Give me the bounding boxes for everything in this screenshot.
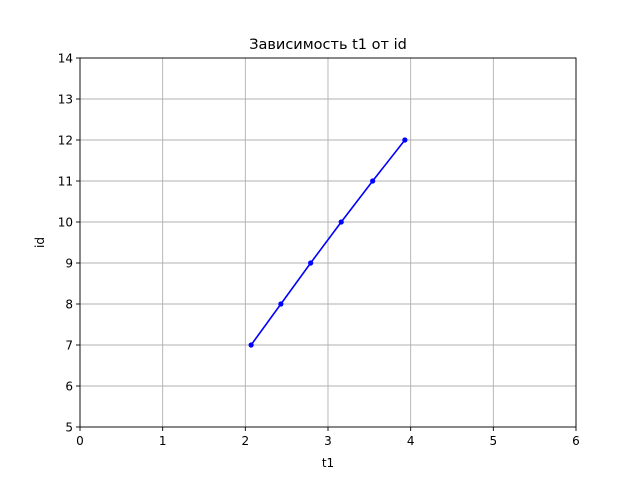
x-axis-label: t1 [322,456,334,470]
x-tick-label: 1 [159,434,167,448]
chart-title: Зависимость t1 от id [249,37,407,53]
data-point [308,260,314,266]
series-line [250,139,406,346]
y-tick-label: 6 [65,379,73,393]
x-tick-label: 4 [407,434,415,448]
data-point [278,301,284,307]
y-tick-label: 5 [65,420,73,434]
x-tick-label: 6 [572,434,580,448]
x-tick-label: 0 [76,434,84,448]
y-tick-label: 13 [58,92,73,106]
x-tick-label: 2 [242,434,250,448]
data-point [338,219,344,225]
data-point [402,137,408,143]
x-tick-label: 5 [490,434,498,448]
y-axis-label: id [33,237,47,248]
y-tick-label: 7 [65,338,73,352]
y-tick-label: 14 [58,51,73,65]
data-point [370,178,376,184]
y-tick-label: 11 [58,174,73,188]
plot-frame [79,57,577,428]
y-tick-label: 8 [65,297,73,311]
y-tick-label: 10 [58,215,73,229]
y-tick-label: 12 [58,133,73,147]
x-tick-label: 3 [324,434,332,448]
data-point [248,342,254,348]
plot-series [248,137,408,348]
y-tick-label: 9 [65,256,73,270]
